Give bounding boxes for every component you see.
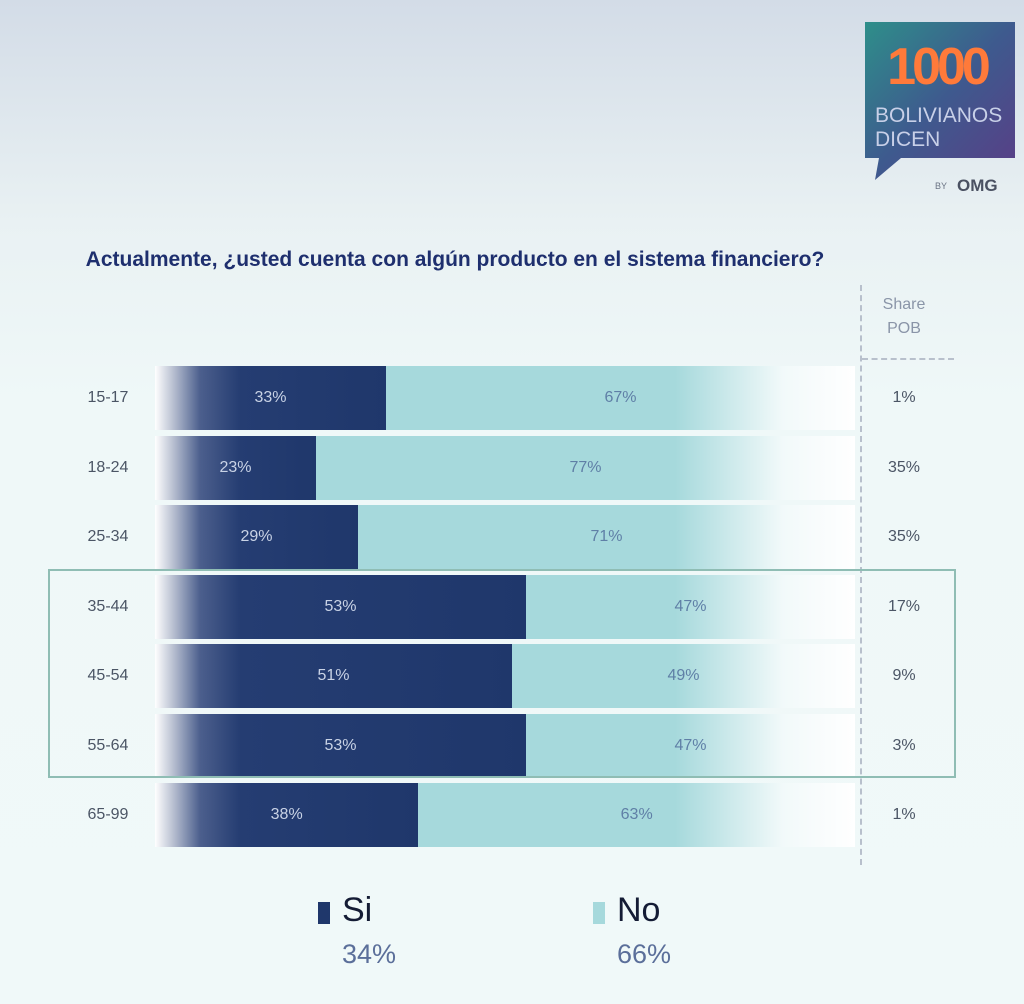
bar-si (155, 505, 358, 569)
bar-row: 65-99 38% 63% 1% (0, 783, 1024, 847)
data-label-si: 38% (270, 806, 303, 823)
category-label: 65-99 (87, 806, 129, 823)
bar-track: 29% 71% (155, 505, 855, 569)
bar-row: 25-34 29% 71% 35% (0, 505, 1024, 569)
share-pob-value: 9% (892, 667, 916, 684)
bar-si (155, 713, 526, 778)
bar-si (155, 644, 512, 708)
share-header: Share POB (862, 293, 946, 341)
share-pob-value: 17% (887, 597, 921, 615)
share-pob-value: 1% (892, 389, 916, 406)
logo-line1: BOLIVIANOS (875, 104, 1002, 127)
data-label-si: 29% (240, 528, 273, 545)
bar-track: 33% 67% (155, 366, 855, 430)
share-pob-value: 3% (892, 736, 916, 754)
category-label: 15-17 (87, 389, 129, 406)
highlight-box (48, 569, 956, 778)
legend-label-si: Si (342, 891, 373, 929)
legend-total-si: 34% (342, 939, 397, 969)
data-label-si: 33% (254, 389, 287, 406)
legend-total-no: 66% (617, 939, 672, 969)
logo-line2: DICEN (875, 128, 940, 151)
data-label-no: 63% (620, 806, 653, 823)
data-label-si: 51% (317, 667, 350, 684)
bar-si (155, 574, 526, 639)
bar-row: 15-17 33% 67% 1% (0, 366, 1024, 430)
share-header-divider (862, 358, 954, 360)
category-label: 55-64 (87, 736, 129, 754)
data-label-no: 47% (674, 597, 707, 615)
share-header-line2: POB (887, 320, 921, 337)
share-divider (860, 285, 862, 865)
data-label-no: 77% (569, 458, 602, 476)
data-label-si: 23% (219, 458, 252, 476)
logo-by: BY (935, 181, 947, 191)
category-label: 25-34 (87, 528, 129, 545)
logo-brand: OMG (957, 176, 998, 195)
legend-swatch-no (593, 902, 605, 924)
data-label-no: 49% (667, 667, 700, 684)
share-pob-value: 35% (887, 528, 921, 545)
bar-si (155, 783, 419, 847)
share-pob-value: 35% (887, 458, 921, 476)
data-label-no: 71% (590, 528, 623, 545)
bar-track: 38% 63% (155, 783, 855, 847)
bar-si (155, 435, 316, 500)
data-label-no: 67% (604, 389, 637, 406)
data-label-si: 53% (324, 736, 357, 754)
bar-si (155, 366, 386, 430)
category-label: 18-24 (87, 458, 129, 476)
category-label: 45-54 (87, 667, 129, 684)
share-header-line1: Share (882, 296, 926, 313)
legend-swatch-si (318, 902, 330, 924)
logo-number: 1000 (887, 38, 989, 96)
legend-label-no: No (617, 891, 661, 929)
data-label-si: 53% (324, 597, 357, 615)
share-pob-value: 1% (892, 806, 916, 823)
bar-row: 18-24 23% 77% 35% (0, 435, 1024, 500)
data-label-no: 47% (674, 736, 707, 754)
bar-row: 55-64 53% 47% 3% (0, 713, 1024, 778)
bar-track: 53% 47% (155, 713, 855, 778)
logo-badge: 1000 BOLIVIANOS DICEN BY OMG (865, 22, 1015, 195)
category-label: 35-44 (87, 597, 129, 615)
bar-row: 35-44 53% 47% 17% (0, 574, 1024, 639)
chart-title: Actualmente, ¿usted cuenta con algún pro… (85, 248, 825, 271)
bar-track: 53% 47% (155, 574, 855, 639)
bar-track: 23% 77% (155, 435, 855, 500)
